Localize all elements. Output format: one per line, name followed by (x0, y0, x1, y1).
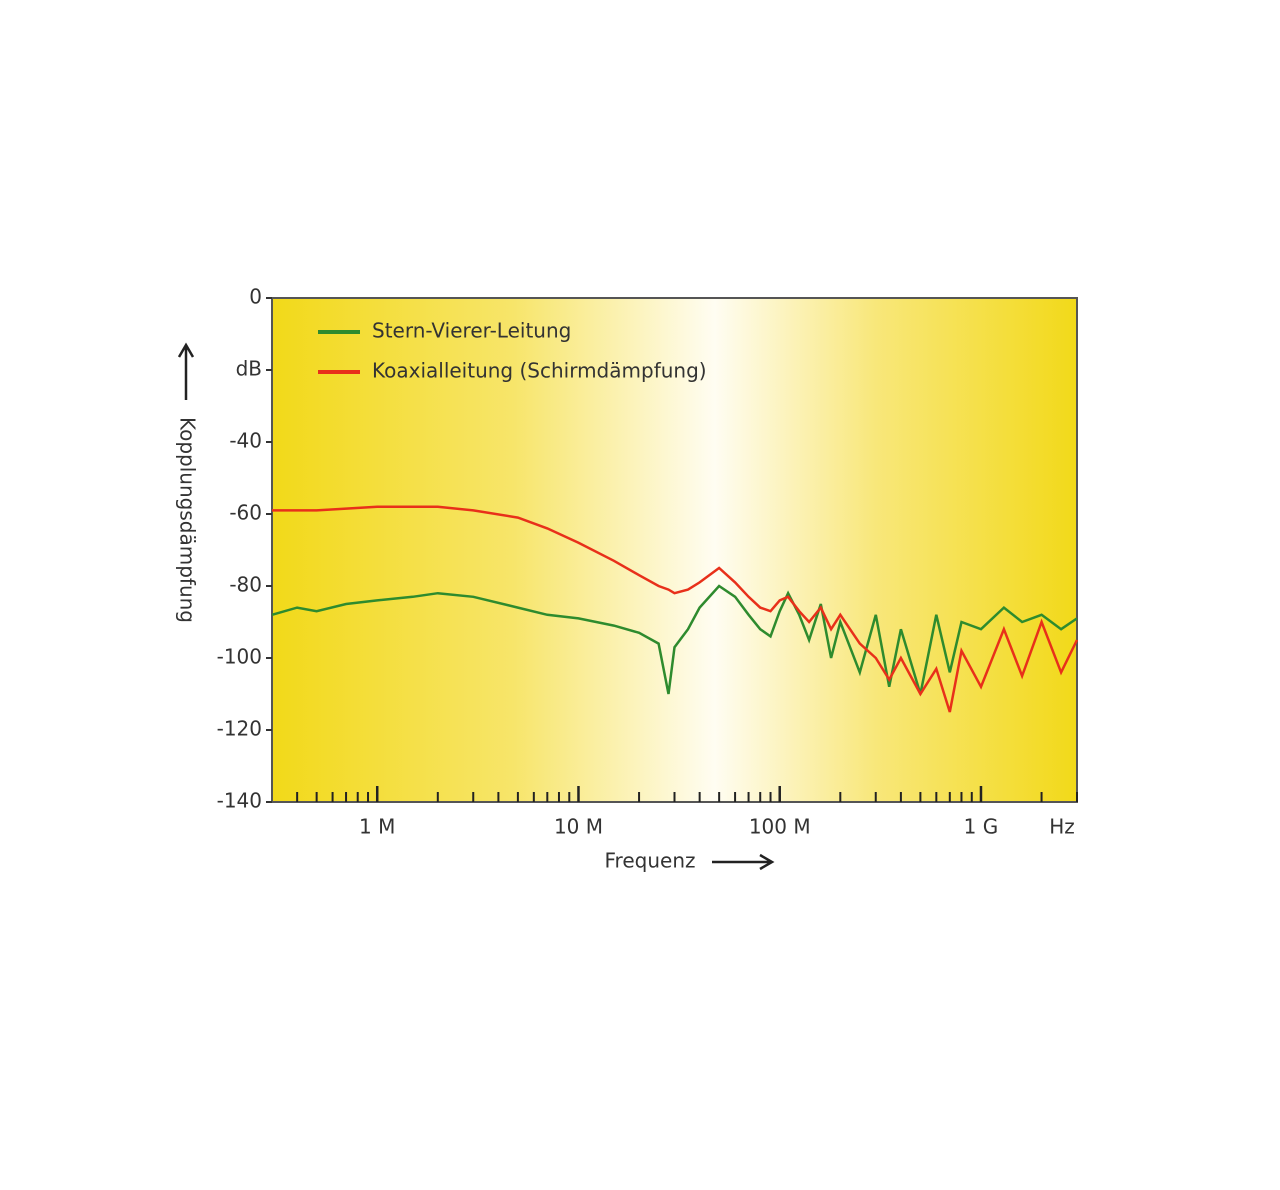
y-tick-label: -100 (217, 645, 262, 669)
y-tick-label: 0 (249, 285, 262, 309)
legend-label: Koaxialleitung (Schirmdämpfung) (372, 359, 707, 383)
legend-label: Stern-Vierer-Leitung (372, 319, 571, 343)
y-tick-label: -120 (217, 717, 262, 741)
y-tick-label: -80 (229, 573, 262, 597)
plot-area (271, 297, 1078, 803)
y-tick-label: -40 (229, 429, 262, 453)
line-series (271, 584, 1078, 695)
x-tick-label: 1 M (359, 815, 395, 839)
line-series (272, 505, 1079, 713)
x-tick-label: 1 G (964, 815, 999, 839)
y-tick-label: -60 (229, 501, 262, 525)
x-arrow (712, 853, 775, 871)
y-tick-label: dB (236, 357, 262, 381)
y-axis-label: Kopplungsdämpfung (176, 417, 200, 623)
x-tick-label: 10 M (554, 815, 603, 839)
x-tick-label: 100 M (749, 815, 811, 839)
x-unit: Hz (1049, 815, 1075, 839)
y-arrow (177, 342, 195, 400)
y-tick-label: -140 (217, 789, 262, 813)
x-axis-label: Frequenz (605, 849, 696, 873)
